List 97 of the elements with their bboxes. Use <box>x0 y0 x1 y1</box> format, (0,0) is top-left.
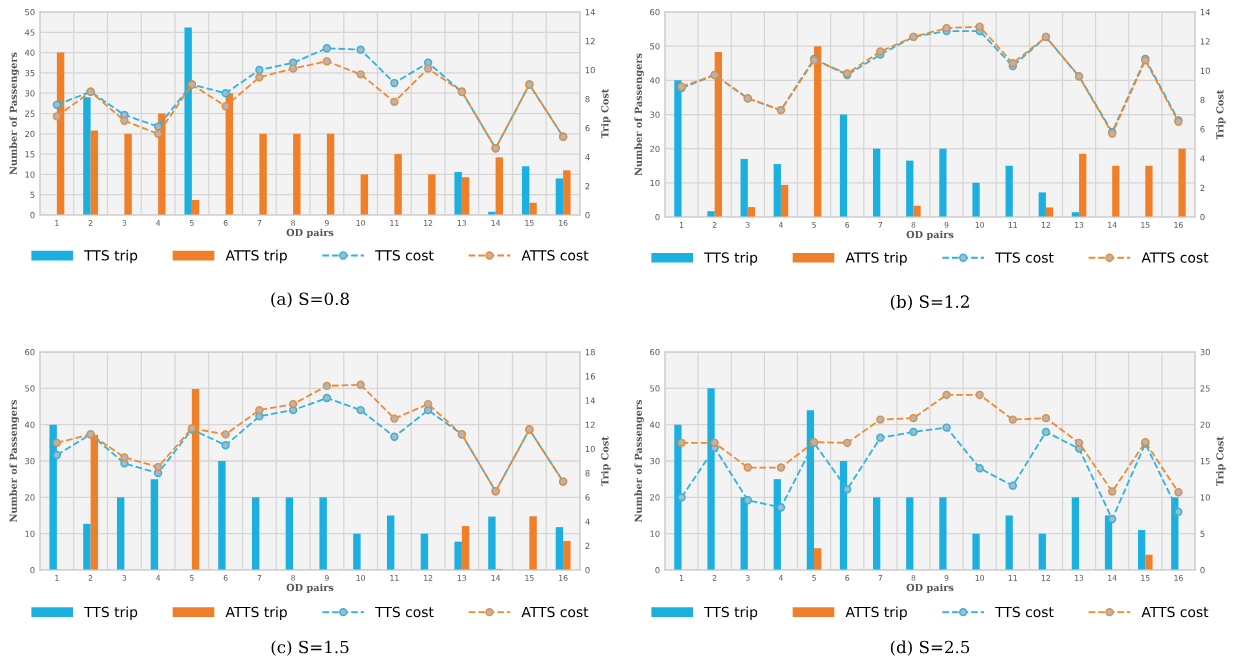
y-tick-label: 20 <box>650 145 660 152</box>
y2-tick-label: 0 <box>585 566 590 574</box>
legend-label: TTS cost <box>995 606 1054 618</box>
y-tick-label: 40 <box>24 49 35 56</box>
y2-tick-label: 14 <box>585 397 595 404</box>
y2-axis-title: Trip Cost <box>601 88 611 139</box>
legend-label: ATTS cost <box>521 250 589 261</box>
y-tick-label: 30 <box>650 457 660 465</box>
legend-label: TTS cost <box>995 252 1054 263</box>
y-tick-label: 40 <box>649 77 660 84</box>
y-tick-label: 50 <box>650 385 660 392</box>
y-tick-label: 10 <box>25 530 35 537</box>
legend-label: TTS trip <box>84 249 138 264</box>
y2-tick-label: 10 <box>585 445 595 453</box>
y2-tick-label: 30 <box>1200 348 1210 356</box>
y2-axis-title: Trip Cost <box>1216 436 1226 486</box>
text: (a) S=0.8 <box>271 292 349 308</box>
legend-label: TTS cost <box>375 606 434 618</box>
y-tick-label: 0 <box>655 566 660 574</box>
y2-axis-title: Trip Cost <box>1216 89 1226 140</box>
y2-tick-label: 6 <box>1200 126 1205 133</box>
y2-tick-label: 6 <box>585 124 590 132</box>
y2-tick-label: 16 <box>585 373 595 380</box>
y2-tick-label: 8 <box>585 95 590 103</box>
y2-tick-label: 6 <box>585 494 590 501</box>
y2-tick-label: 2 <box>585 182 590 190</box>
y-axis-title: Number of Passengers <box>634 53 644 176</box>
y-axis-title: Number of Passengers <box>634 399 644 523</box>
y-tick-label: 20 <box>650 494 660 501</box>
y2-axis-title: Trip Cost <box>601 436 611 486</box>
y2-tick-label: 5 <box>1200 530 1205 537</box>
x-axis-title: OD pairs <box>286 583 334 594</box>
legend-label: ATTS trip <box>845 252 907 266</box>
y-tick-label: 30 <box>650 111 660 118</box>
y-tick-label: 60 <box>25 348 35 356</box>
y2-tick-label: 25 <box>1200 385 1210 392</box>
y-tick-label: 30 <box>25 457 35 465</box>
y-tick-label: 60 <box>650 8 660 16</box>
y2-tick-label: 8 <box>585 470 590 477</box>
y2-tick-label: 15 <box>1200 458 1210 465</box>
y2-tick-label: 12 <box>1200 38 1210 45</box>
y-tick-label: 15 <box>25 151 35 158</box>
y2-tick-label: 4 <box>1200 155 1205 162</box>
y-tick-label: 50 <box>650 43 660 50</box>
y-axis-title: Number of Passengers <box>9 399 19 523</box>
y2-tick-label: 18 <box>585 348 595 356</box>
legend-label: ATTS cost <box>1141 252 1209 263</box>
text: (b) S=1.2 <box>890 295 969 311</box>
y2-tick-label: 0 <box>1200 213 1205 221</box>
text: (c) S=1.5 <box>271 640 349 656</box>
legend-label: ATTS trip <box>225 249 287 264</box>
y-tick-label: 25 <box>25 110 35 117</box>
y-tick-label: 35 <box>25 69 35 77</box>
y-tick-label: 10 <box>650 530 660 537</box>
y-tick-label: 40 <box>24 421 35 428</box>
y2-tick-label: 12 <box>585 421 595 428</box>
y2-tick-label: 10 <box>1200 67 1210 74</box>
legend-label: ATTS trip <box>225 606 287 620</box>
y-tick-label: 20 <box>25 130 35 138</box>
text: (d) S=2.5 <box>890 640 970 656</box>
y2-tick-label: 10 <box>585 66 595 74</box>
y-tick-label: 45 <box>24 29 35 36</box>
y2-tick-label: 2 <box>1200 184 1205 191</box>
y2-tick-label: 20 <box>1200 421 1210 428</box>
y2-tick-label: 14 <box>585 9 595 16</box>
y2-tick-label: 4 <box>585 154 590 161</box>
y-tick-label: 50 <box>25 385 35 392</box>
legend-label: ATTS trip <box>845 606 907 620</box>
y2-tick-label: 0 <box>585 211 590 219</box>
legend-label: ATTS cost <box>1141 606 1209 618</box>
y-tick-label: 10 <box>25 171 35 178</box>
legend-label: ATTS cost <box>521 606 589 618</box>
y-tick-label: 0 <box>30 211 35 219</box>
legend-label: TTS trip <box>704 252 758 266</box>
legend-label: TTS trip <box>84 606 138 620</box>
y-tick-label: 30 <box>25 90 35 97</box>
x-axis-title: OD pairs <box>286 228 334 239</box>
y2-tick-label: 14 <box>1200 9 1210 16</box>
y-tick-label: 40 <box>649 421 660 428</box>
y-tick-label: 20 <box>25 494 35 501</box>
y-tick-label: 0 <box>655 213 660 221</box>
y-tick-label: 60 <box>650 348 660 356</box>
y-axis-title: Number of Passengers <box>9 52 19 175</box>
legend-label: TTS cost <box>375 250 434 261</box>
y2-tick-label: 2 <box>585 542 590 549</box>
x-axis-title: OD pairs <box>906 583 954 594</box>
y2-tick-label: 8 <box>1200 96 1205 104</box>
y-tick-label: 50 <box>25 8 35 16</box>
y2-tick-label: 10 <box>1200 494 1210 501</box>
y2-tick-label: 0 <box>1200 566 1205 574</box>
y-tick-label: 0 <box>30 566 35 574</box>
legend-label: TTS trip <box>704 606 758 620</box>
y2-tick-label: 12 <box>585 37 595 45</box>
y-tick-label: 10 <box>650 179 660 187</box>
x-axis-title: OD pairs <box>906 230 954 241</box>
y-tick-label: 5 <box>30 191 35 198</box>
y2-tick-label: 4 <box>585 518 590 525</box>
